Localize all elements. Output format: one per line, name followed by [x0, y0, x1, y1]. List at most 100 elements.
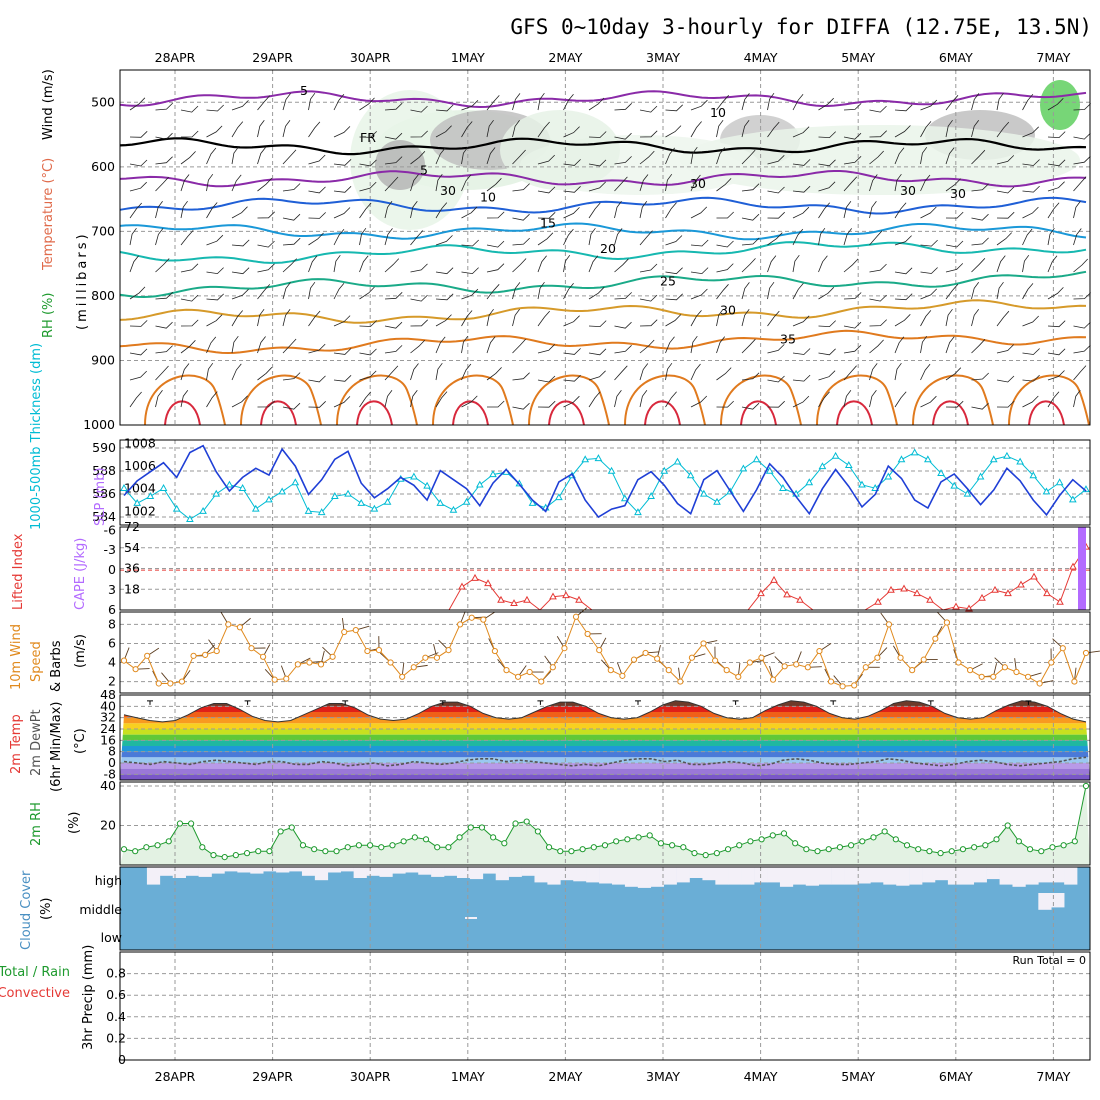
- wind-barb: [996, 186, 1015, 194]
- thickness-point: [818, 462, 827, 470]
- thickness-point: [713, 497, 721, 505]
- temperature-contour-label: 5: [420, 162, 428, 177]
- lifted-index-point: [1030, 572, 1038, 580]
- wind-barb: [1073, 365, 1087, 381]
- thickness-point: [304, 506, 313, 514]
- rh-point: [646, 832, 653, 839]
- wind-speed-point: [688, 654, 696, 661]
- rh-point: [288, 824, 295, 831]
- thickness-point: [805, 478, 814, 486]
- wind-barb: [308, 401, 326, 408]
- wind-barb: [588, 255, 599, 273]
- high-cloud-gap: [1038, 867, 1052, 883]
- wind-barb: [486, 147, 496, 165]
- wind-barb: [665, 173, 673, 192]
- wind-tick-label: 2: [108, 674, 116, 689]
- rh-point: [434, 844, 441, 851]
- wind-barb: [129, 131, 148, 138]
- rh-point: [154, 842, 161, 849]
- wind-barb: [512, 402, 530, 410]
- wind-barb: [665, 293, 683, 301]
- rh-point: [311, 846, 318, 853]
- rh-point: [825, 846, 832, 853]
- thickness-point: [383, 497, 392, 505]
- wind-barb: [1022, 185, 1040, 193]
- rh-point: [926, 848, 933, 855]
- wind-barb: [869, 390, 877, 408]
- wind-speed-point: [735, 673, 742, 680]
- thickness-point: [1055, 478, 1064, 486]
- cape-tick-label: 54: [124, 540, 140, 555]
- temp-max-bar: [342, 700, 349, 705]
- high-cloud-gap: [883, 867, 897, 885]
- bottom-date-label: 5MAY: [841, 1069, 875, 1084]
- temperature-contour: [119, 299, 1087, 324]
- bottom-date-label: 6MAY: [939, 1069, 973, 1084]
- thickness-point: [120, 484, 128, 491]
- top-date-label: 30APR: [350, 50, 391, 65]
- wind-barb: [818, 320, 836, 328]
- rh-point: [792, 840, 799, 847]
- wind-barb: [818, 227, 826, 246]
- thickness-point: [897, 455, 906, 463]
- wind-speed-point: [816, 647, 823, 655]
- thickness-point: [858, 480, 866, 488]
- wind-barb: [257, 119, 265, 138]
- wind-barb: [486, 336, 496, 354]
- thickness-point: [555, 493, 563, 501]
- wind-barb: [1047, 287, 1064, 300]
- lifted-tick-label: 3: [108, 582, 116, 597]
- wind-speed-point: [851, 682, 858, 689]
- wind-barb: [486, 119, 494, 138]
- rh-point: [143, 844, 150, 851]
- wind-barb: [716, 95, 729, 111]
- rh-point: [758, 836, 765, 843]
- lifted-index-point: [1004, 589, 1012, 597]
- wind-barb: [231, 100, 249, 111]
- wind-barb: [971, 339, 986, 354]
- wind-speed-point: [132, 666, 139, 673]
- wind-barb: [486, 284, 500, 300]
- wind-barb: [512, 213, 530, 221]
- rh-point: [803, 846, 810, 853]
- wind-barb: [384, 156, 403, 165]
- wind-speed-point: [283, 675, 290, 682]
- wind-speed-point: [642, 649, 649, 657]
- wind-barb: [537, 255, 547, 273]
- temp-band: [120, 717, 1090, 724]
- surface-contour: [816, 374, 898, 426]
- bottom-date-label: 3MAY: [646, 1069, 680, 1084]
- wind-barb: [945, 211, 964, 219]
- temperature-contour: [119, 196, 1087, 215]
- wind-barb: [894, 235, 912, 246]
- wind-barb: [894, 125, 911, 138]
- wind-barb: [792, 159, 811, 166]
- panel-frame: [119, 439, 1091, 526]
- wind-barb: [843, 132, 862, 140]
- thickness-point: [910, 448, 919, 456]
- wind-barb: [971, 372, 989, 381]
- rh-point: [937, 850, 944, 857]
- lifted-index-point: [874, 597, 882, 605]
- wind-barb: [1047, 227, 1055, 246]
- wind-barb: [512, 237, 530, 246]
- wind-speed-point: [746, 659, 753, 666]
- wind-barb: [894, 336, 905, 354]
- rh-point: [188, 820, 195, 827]
- pressure-tick-label: 800: [91, 288, 115, 303]
- wind-barb: [690, 206, 708, 219]
- wind-barb: [716, 308, 724, 327]
- cape-axis-label: CAPE (J/kg): [73, 538, 88, 610]
- temp-band: [120, 734, 1090, 741]
- wind-barb: [563, 228, 574, 246]
- wind-barb: [920, 288, 937, 300]
- rh-point: [333, 848, 340, 855]
- wind-barb: [1022, 395, 1039, 408]
- rh-point: [132, 848, 139, 855]
- wind-barb: [767, 155, 785, 165]
- wind-barb: [1047, 370, 1065, 381]
- rh-point: [836, 844, 844, 851]
- wind-barb: [129, 286, 146, 300]
- high-cloud-gap: [896, 867, 910, 886]
- surface-contour: [720, 374, 802, 426]
